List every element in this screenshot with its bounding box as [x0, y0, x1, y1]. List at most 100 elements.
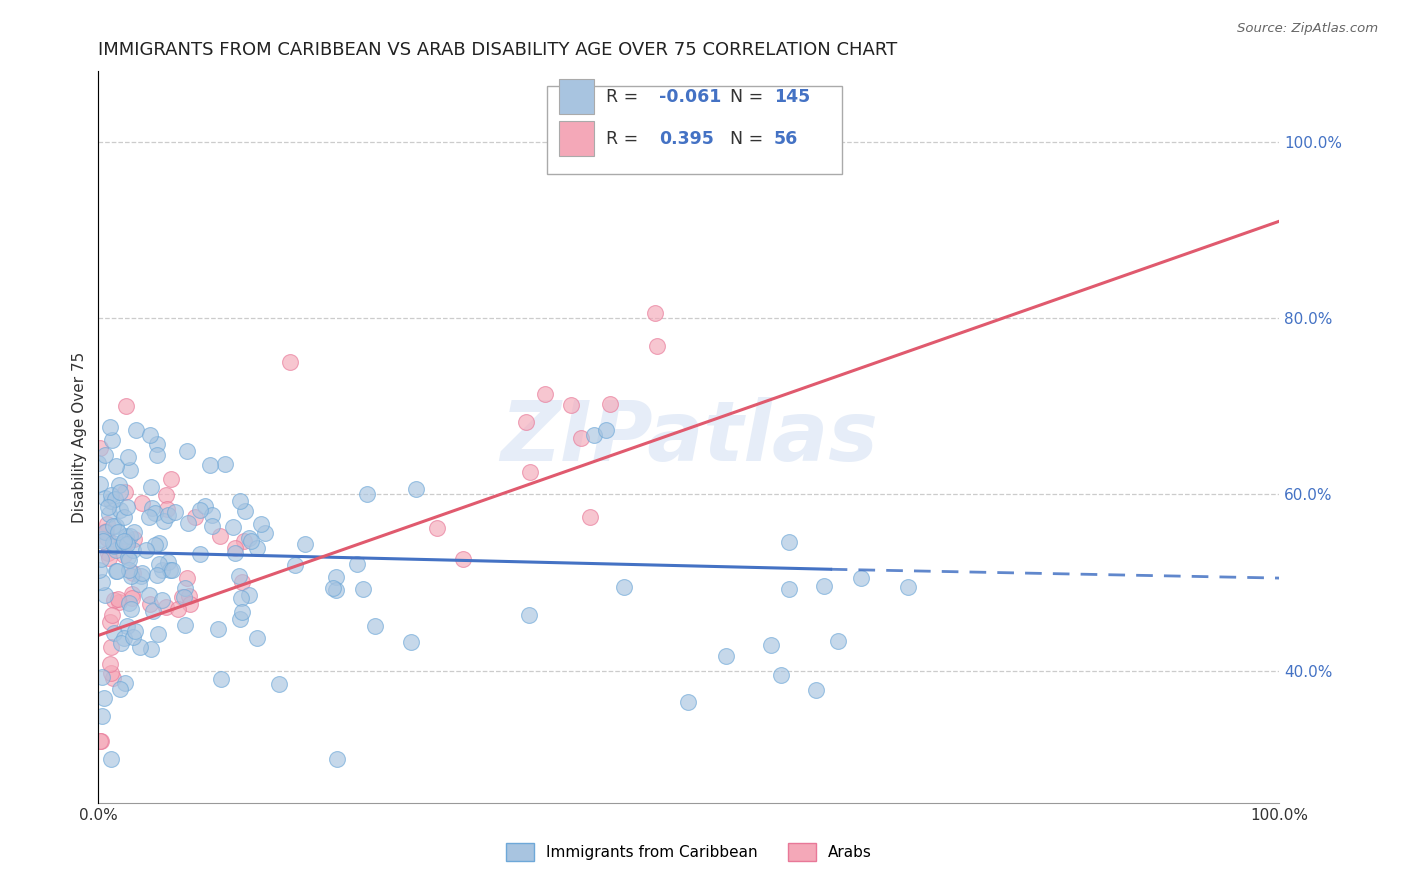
- Point: [114, 537, 136, 551]
- Point: [267, 677, 290, 691]
- Point: [120, 463, 142, 477]
- Point: [599, 397, 621, 411]
- Point: [322, 581, 344, 595]
- Point: [207, 622, 229, 636]
- Point: [176, 516, 198, 530]
- Text: R =: R =: [606, 129, 644, 148]
- Point: [165, 505, 187, 519]
- Point: [94, 524, 117, 539]
- Point: [515, 415, 537, 429]
- Point: [112, 537, 135, 551]
- Text: N =: N =: [730, 129, 769, 148]
- Point: [534, 387, 557, 401]
- Point: [426, 520, 449, 534]
- Point: [110, 635, 132, 649]
- Point: [122, 630, 145, 644]
- Point: [170, 591, 193, 605]
- Point: [346, 557, 368, 571]
- Point: [176, 571, 198, 585]
- Point: [141, 501, 163, 516]
- Point: [115, 533, 138, 548]
- Point: [103, 536, 125, 550]
- Point: [98, 657, 121, 672]
- Point: [209, 529, 232, 543]
- Point: [89, 734, 111, 748]
- Point: [239, 534, 262, 549]
- Point: [229, 612, 252, 626]
- Point: [105, 564, 128, 578]
- FancyBboxPatch shape: [560, 121, 595, 156]
- Point: [231, 605, 253, 619]
- Point: [91, 709, 114, 723]
- Point: [139, 428, 162, 442]
- Point: [246, 631, 269, 645]
- Point: [115, 619, 138, 633]
- Point: [104, 518, 127, 533]
- Point: [121, 566, 143, 580]
- Point: [827, 634, 849, 648]
- Point: [91, 532, 114, 546]
- Point: [114, 676, 136, 690]
- Point: [451, 551, 474, 566]
- Point: [118, 529, 141, 543]
- Point: [117, 553, 139, 567]
- Y-axis label: Disability Age Over 75: Disability Age Over 75: [72, 351, 87, 523]
- Point: [125, 423, 148, 437]
- Point: [201, 508, 224, 523]
- Point: [222, 520, 245, 534]
- Point: [176, 443, 198, 458]
- Point: [115, 537, 138, 551]
- Point: [174, 618, 197, 632]
- Point: [112, 534, 135, 549]
- Point: [122, 525, 145, 540]
- Point: [188, 548, 211, 562]
- Point: [179, 597, 201, 611]
- Point: [103, 593, 125, 607]
- Point: [157, 555, 180, 569]
- Point: [250, 516, 273, 531]
- FancyBboxPatch shape: [560, 79, 595, 114]
- Point: [519, 465, 541, 479]
- Point: [112, 632, 135, 646]
- Point: [253, 525, 276, 540]
- Point: [229, 591, 252, 605]
- Text: 0.395: 0.395: [659, 129, 714, 148]
- Point: [325, 583, 347, 598]
- Point: [93, 690, 115, 705]
- Point: [148, 626, 170, 640]
- Point: [117, 450, 139, 464]
- Point: [129, 640, 152, 654]
- Point: [364, 619, 387, 633]
- Point: [214, 457, 236, 471]
- Point: [104, 459, 127, 474]
- Point: [135, 543, 157, 558]
- Point: [284, 558, 307, 572]
- Point: [104, 492, 127, 507]
- Point: [107, 524, 129, 539]
- Point: [101, 671, 124, 685]
- Point: [128, 577, 150, 591]
- Point: [235, 504, 257, 518]
- Point: [103, 625, 125, 640]
- Point: [174, 581, 197, 595]
- Point: [560, 398, 582, 412]
- Point: [108, 503, 131, 517]
- Point: [356, 486, 378, 500]
- Point: [676, 695, 699, 709]
- Point: [188, 503, 211, 517]
- Point: [117, 550, 139, 565]
- Point: [94, 448, 117, 462]
- Point: [224, 546, 246, 560]
- Text: 56: 56: [773, 129, 799, 148]
- Point: [582, 428, 605, 442]
- Point: [155, 599, 177, 614]
- Point: [148, 558, 170, 572]
- Point: [141, 480, 163, 494]
- Point: [325, 752, 347, 766]
- Point: [569, 431, 592, 445]
- Point: [224, 541, 246, 555]
- Point: [112, 510, 135, 524]
- Point: [153, 515, 176, 529]
- Point: [211, 672, 233, 686]
- Point: [146, 448, 169, 462]
